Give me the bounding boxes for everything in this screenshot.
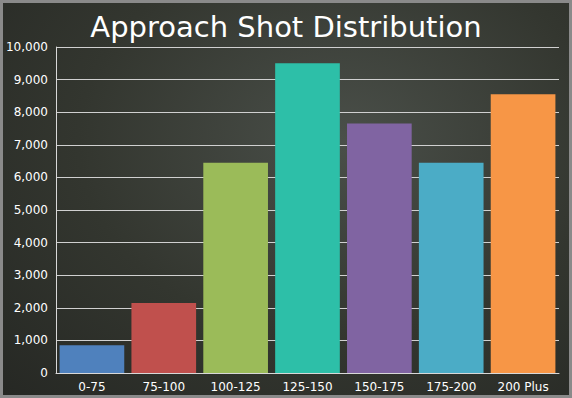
svg-text:5,000: 5,000 [14, 203, 48, 217]
svg-text:8,000: 8,000 [14, 105, 48, 119]
svg-text:1,000: 1,000 [14, 333, 48, 347]
svg-text:175-200: 175-200 [426, 380, 476, 394]
svg-text:9,000: 9,000 [14, 73, 48, 87]
svg-text:10,000: 10,000 [6, 40, 48, 54]
svg-text:150-175: 150-175 [354, 380, 404, 394]
svg-text:125-150: 125-150 [282, 380, 332, 394]
svg-text:3,000: 3,000 [14, 268, 48, 282]
svg-text:75-100: 75-100 [143, 380, 186, 394]
svg-text:7,000: 7,000 [14, 138, 48, 152]
svg-text:0: 0 [40, 366, 48, 380]
svg-text:2,000: 2,000 [14, 301, 48, 315]
svg-text:4,000: 4,000 [14, 236, 48, 250]
svg-text:0-75: 0-75 [78, 380, 105, 394]
svg-text:6,000: 6,000 [14, 170, 48, 184]
svg-text:100-125: 100-125 [211, 380, 261, 394]
svg-text:Approach Shot Distribution: Approach Shot Distribution [90, 10, 481, 44]
svg-text:200 Plus: 200 Plus [497, 380, 548, 394]
